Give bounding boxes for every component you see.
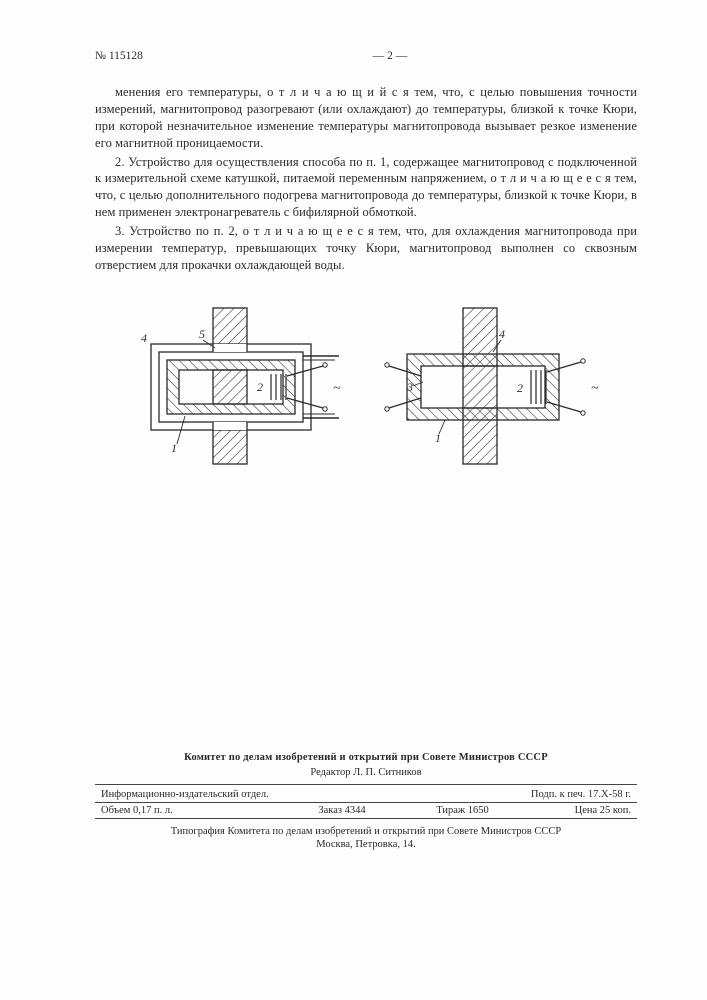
- imprint-price: Цена 25 коп.: [518, 802, 637, 818]
- label-5: 5: [199, 327, 205, 341]
- right-device: ~ 4 3 2 1: [385, 308, 599, 464]
- label-3: 3: [406, 380, 413, 394]
- para-1: менения его температуры, о т л и ч а ю щ…: [95, 84, 637, 152]
- para-2: 2. Устройство для осуществления способа …: [95, 154, 637, 222]
- para-3: 3. Устройство по п. 2, о т л и ч а ю щ е…: [95, 223, 637, 274]
- doc-number: № 115128: [95, 50, 143, 62]
- editor-line: Редактор Л. П. Ситников: [95, 767, 637, 778]
- ac-symbol: ~: [333, 381, 341, 396]
- ac-symbol-right: ~: [591, 381, 599, 396]
- label-4-right: 4: [499, 327, 505, 341]
- page-header: № 115128 — 2 —: [95, 50, 637, 62]
- label-2-right: 2: [517, 381, 523, 395]
- label-4-left: 4: [141, 331, 147, 345]
- imprint-tirage: Тираж 1650: [407, 802, 519, 818]
- label-2-left: 2: [257, 380, 263, 394]
- imprint-table: Информационно-издательский отдел. Подп. …: [95, 784, 637, 819]
- imprint-volume: Объем 0,17 п. л.: [95, 802, 277, 818]
- page-number: — 2 —: [143, 50, 637, 62]
- imprint-date: Подп. к печ. 17.X-58 г.: [407, 784, 637, 802]
- committee-line: Комитет по делам изобретений и открытий …: [95, 752, 637, 763]
- diagram-svg: ~ 4 5 2 1: [131, 302, 601, 472]
- figure-area: ~ 4 5 2 1: [95, 302, 637, 472]
- page: № 115128 — 2 — менения его температуры, …: [0, 0, 707, 1000]
- imprint-order: Заказ 4344: [277, 802, 406, 818]
- body-text: менения его температуры, о т л и ч а ю щ…: [95, 84, 637, 274]
- label-1-right: 1: [435, 431, 441, 445]
- footer: Комитет по делам изобретений и открытий …: [95, 752, 637, 852]
- typography-line-2: Москва, Петровка, 14.: [95, 838, 637, 852]
- imprint-dept: Информационно-издательский отдел.: [95, 784, 407, 802]
- label-1-left: 1: [171, 441, 177, 455]
- left-device: ~ 4 5 2 1: [141, 308, 341, 464]
- typography-line-1: Типография Комитета по делам изобретений…: [95, 825, 637, 839]
